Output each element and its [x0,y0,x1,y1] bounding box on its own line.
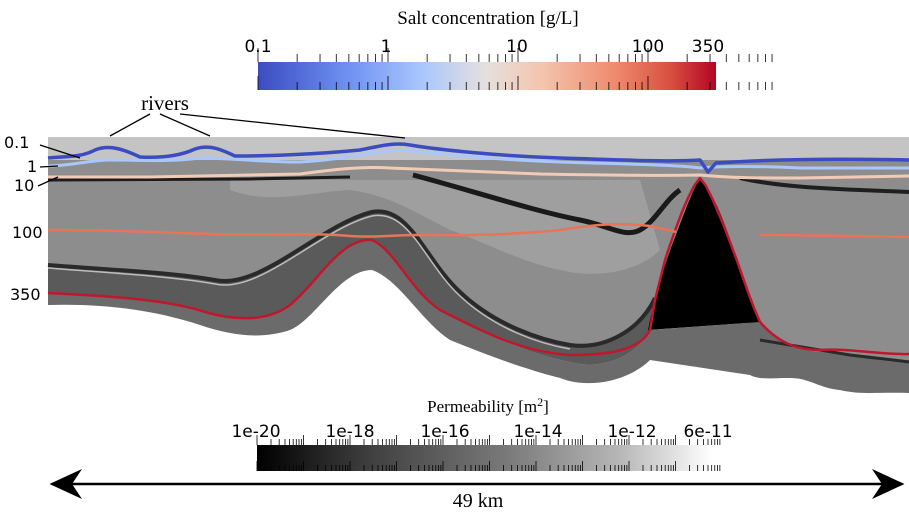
cross-section [47,137,909,393]
label-leader [39,165,59,168]
perm-tick-label: 1e-14 [513,422,562,442]
perm-tick-label: 1e-18 [325,422,374,442]
contour-10 [48,165,909,180]
perm-tick-label: 1e-20 [231,422,280,442]
aquitard-line [47,209,657,348]
river-pointer [109,113,151,137]
salt-colorbar-title: Salt concentration [g/L] [397,8,579,29]
clay-layer [412,172,682,236]
salt-tick-label: 0.1 [244,37,271,57]
perm-colorbar-ticks: 1e-20 1e-18 1e-16 1e-14 1e-12 6e-11 [231,422,732,442]
salt-dome [648,178,760,330]
perm-tick-label: 1e-16 [420,422,469,442]
contour-label: 350 [10,285,41,304]
salt-colorbar-ticks: 0.1 1 10 100 350 [244,37,724,57]
salt-tick-label: 100 [632,37,664,57]
label-leader [37,176,59,187]
right-lower-line [759,338,909,364]
salt-tick-label: 350 [692,37,724,57]
top-dark-line [47,175,351,182]
perm-title-end: ] [543,397,549,416]
contour-labels: 0.1 1 10 100 350 [4,133,43,304]
basement-layer [48,239,909,393]
right-aquitard [739,176,909,194]
perm-title-sup: 2 [537,395,543,409]
river-pointer [159,113,211,137]
contour-0.1 [47,142,909,174]
salt-colorbar-minor-ticks [257,48,773,90]
salt-colorbar [258,62,716,90]
perm-tick-label: 1e-12 [607,422,656,442]
aquitard-line-inner [47,214,571,350]
middle-region [230,180,660,274]
river-pointers [109,113,406,139]
contour-label: 0.1 [4,133,29,152]
salt-tick-label: 1 [381,37,392,57]
perm-title-main: Permeability [m [427,397,537,416]
contour-label: 10 [14,176,34,195]
contour-label: 1 [27,157,37,176]
contours [47,142,909,357]
distance-label: 49 km [453,490,504,512]
contour-label-leaders [37,144,81,187]
salt-tick-label: 10 [506,37,528,57]
rivers-label: rivers [141,91,189,115]
perm-colorbar-title: Permeability [m2] [427,395,549,416]
perm-tick-label: 6e-11 [683,422,732,442]
river-pointer [179,113,406,139]
contour-100 [47,222,909,239]
contour-1 [47,148,909,170]
label-leader [39,144,81,159]
contour-label: 100 [12,223,43,242]
contour-350 [47,176,909,357]
